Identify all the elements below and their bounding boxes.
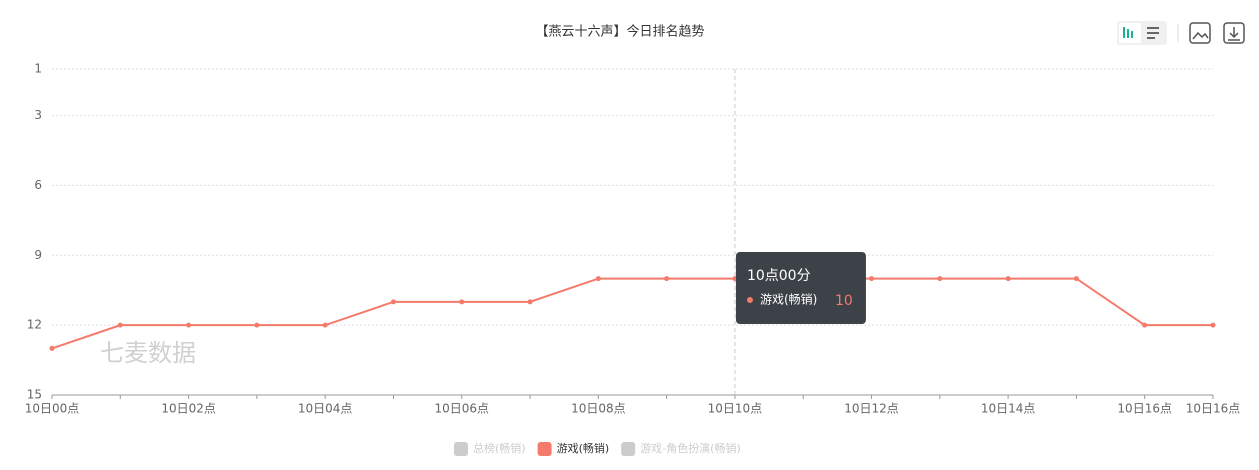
point: [117, 322, 123, 328]
point: [869, 276, 875, 282]
x-tick-label: 10日04点: [298, 402, 353, 416]
tooltip-series: 游戏(畅销): [760, 293, 817, 307]
tooltip-title: 10点00分: [747, 268, 811, 284]
point: [1005, 276, 1011, 282]
legend-label: 游戏-角色扮演(畅销): [640, 441, 741, 455]
x-tick-label: 10日14点: [981, 402, 1036, 416]
y-tick-label: 1: [34, 62, 42, 76]
y-tick-label: 3: [34, 108, 42, 122]
point: [664, 276, 670, 282]
point: [937, 276, 943, 282]
y-tick-label: 12: [27, 318, 42, 332]
point: [459, 299, 465, 305]
tooltip-value: 10: [835, 293, 853, 309]
point: [527, 299, 533, 305]
point: [390, 299, 396, 305]
tooltip-box: [735, 252, 866, 324]
y-tick-label: 6: [34, 178, 42, 192]
toolbar: [1117, 21, 1245, 45]
x-tick-label: 10日10点: [708, 402, 763, 416]
y-tick-label: 15: [27, 388, 42, 402]
series-line: [51, 277, 1213, 350]
x-tick-label: 10日16点: [1186, 402, 1241, 416]
point: [49, 345, 55, 351]
y-tick-label: 9: [34, 248, 42, 262]
point: [254, 322, 260, 328]
x-tick-label: 10日08点: [571, 402, 626, 416]
save-image[interactable]: [1189, 22, 1211, 44]
download[interactable]: [1223, 22, 1245, 44]
x-tick-label: 10日16点: [1117, 402, 1172, 416]
legend-label: 总榜(畅销): [473, 441, 526, 455]
x-tick-label: 10日06点: [434, 402, 489, 416]
watermark: 七麦数据: [100, 339, 196, 367]
legend-swatch: [454, 442, 468, 456]
legend-label: 游戏(畅销): [557, 441, 610, 455]
point: [1142, 322, 1148, 328]
legend-swatch: [537, 442, 552, 456]
point: [595, 276, 601, 282]
point: [1073, 276, 1079, 282]
point: [1210, 322, 1216, 328]
legend-swatch: [621, 442, 636, 456]
tooltip-dot: [746, 297, 753, 303]
chart-title: 【燕云十六声】今日排名趋势: [535, 24, 704, 40]
point: [322, 322, 328, 328]
point: [186, 322, 192, 328]
x-tick-label: 10日12点: [844, 402, 899, 416]
x-tick-label: 10日00点: [25, 402, 80, 416]
x-tick-label: 10日02点: [161, 402, 216, 416]
